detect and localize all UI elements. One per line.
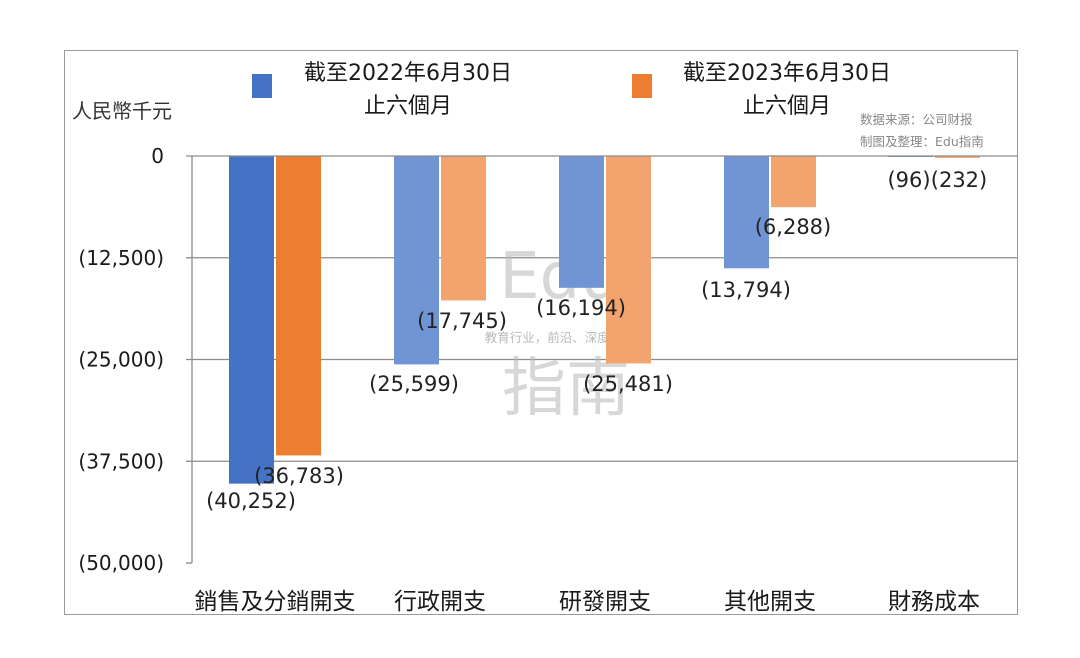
data-labels: (40,252) (25,599) (16,194) (13,794) (96) (36,… <box>206 168 987 513</box>
bar-2022-1 <box>394 156 439 365</box>
y-tick-label: 0 <box>151 144 164 168</box>
data-label-2023: (25,481) <box>583 372 673 396</box>
data-label-2022: (16,194) <box>536 296 626 320</box>
source-note-line1: 数据来源：公司财报 <box>860 112 973 127</box>
bar-2022-0 <box>229 156 274 484</box>
bars <box>229 156 980 484</box>
bar-2022-2 <box>559 156 604 288</box>
y-tick-label: (50,000) <box>78 551 164 575</box>
category-label: 行政開支 <box>394 589 486 615</box>
legend-swatch-2022 <box>252 74 272 98</box>
bar-2023-3 <box>771 156 816 208</box>
category-label: 財務成本 <box>888 589 980 615</box>
legend-label-2022-line1: 截至2022年6月30日 <box>304 61 512 86</box>
data-label-2023: (17,745) <box>417 309 507 333</box>
y-tick-label: (12,500) <box>78 246 164 270</box>
data-label-2022: (25,599) <box>369 372 459 396</box>
legend-label-2022-line2: 止六個月 <box>364 94 452 119</box>
category-label: 其他開支 <box>724 589 816 615</box>
data-label-2022: (40,252) <box>206 489 296 513</box>
x-axis: 銷售及分銷開支 行政開支 研發開支 其他開支 財務成本 <box>195 589 981 615</box>
gridlines <box>192 257 1018 462</box>
chart-frame <box>64 50 1018 615</box>
bar-2022-3 <box>724 156 769 269</box>
y-unit-label: 人民幣千元 <box>72 99 172 123</box>
data-label-2023: (36,783) <box>254 464 344 488</box>
y-axis: 0 (12,500) (25,000) (37,500) (50,000) <box>78 144 1018 575</box>
bar-2023-0 <box>276 156 321 456</box>
bar-2023-1 <box>441 156 486 301</box>
y-tick-label: (25,000) <box>78 348 164 372</box>
legend-label-2023-line2: 止六個月 <box>743 94 831 119</box>
source-note-line2: 制图及整理：Edu指南 <box>860 134 984 149</box>
data-label-2022: (96) <box>887 168 930 192</box>
category-label: 銷售及分銷開支 <box>195 589 356 615</box>
data-label-2023: (232) <box>931 168 987 192</box>
y-tick-label: (37,500) <box>78 449 164 473</box>
bar-2023-2 <box>606 156 651 364</box>
legend-swatch-2023 <box>632 74 652 98</box>
legend: 截至2022年6月30日 止六個月 截至2023年6月30日 止六個月 <box>252 61 891 119</box>
watermark-zhinan: 指南 <box>502 352 630 426</box>
data-label-2022: (13,794) <box>701 278 791 302</box>
bar-2023-4 <box>935 156 980 158</box>
category-label: 研發開支 <box>559 589 651 615</box>
legend-label-2023-line1: 截至2023年6月30日 <box>683 61 891 86</box>
data-label-2023: (6,288) <box>755 215 832 239</box>
